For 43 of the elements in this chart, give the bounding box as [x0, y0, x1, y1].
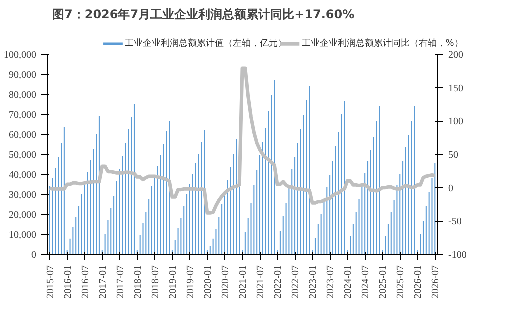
x-tick-label: 2023-01 [308, 265, 320, 299]
x-tick-label: 2026-07 [430, 265, 442, 299]
x-tick-label: 2019-01 [168, 265, 179, 299]
x-tick-label: 2020-01 [202, 265, 214, 299]
x-tick-label: 2022-01 [273, 265, 284, 299]
y-tick-label: 90,000 [9, 70, 36, 81]
y-tick-label: 80,000 [9, 90, 36, 101]
x-tick-label: 2026-01 [413, 265, 424, 299]
x-tick-label: 2015-07 [45, 265, 56, 299]
y-tick-label: 100,000 [4, 50, 36, 61]
x-tick-label: 2016-07 [80, 265, 92, 299]
x-tick-label: 2022-07 [290, 265, 302, 299]
x-tick-label: 2017-07 [115, 265, 126, 299]
legend-label: 工业企业利润总额累计同比（右轴，%） [302, 38, 464, 50]
x-tick-label: 2018-01 [132, 265, 144, 299]
y-tick-label: 0 [32, 250, 36, 261]
y-tick-label: 70,000 [9, 110, 36, 121]
x-tick-label: 2024-07 [360, 265, 372, 299]
y2-tick-label: 200 [448, 50, 464, 61]
x-tick-label: 2019-07 [185, 265, 196, 299]
chart-title: 图7：2026年7月工业企业利润总额累计同比+17.60% [52, 8, 355, 22]
x-tick-label: 2025-01 [378, 265, 390, 299]
x-tick-label: 2020-07 [220, 265, 232, 299]
y-tick-label: 20,000 [9, 210, 36, 221]
x-tick-label: 2021-07 [256, 265, 267, 299]
y-tick-label: 50,000 [9, 150, 36, 161]
y2-tick-label: 150 [448, 83, 464, 94]
x-tick-label: 2024-01 [343, 265, 354, 299]
y2-tick-label: 100 [448, 116, 464, 128]
x-tick-label: 2025-07 [396, 265, 407, 299]
y-tick-label: 10,000 [9, 230, 36, 241]
y-tick-label: 60,000 [9, 130, 36, 141]
y2-tick-label: -50 [448, 216, 462, 228]
x-tick-label: 2021-01 [238, 265, 249, 299]
x-tick-label: 2023-07 [326, 265, 337, 299]
x-tick-label: 2017-01 [98, 265, 109, 299]
y-tick-label: 30,000 [9, 190, 36, 201]
x-tick-label: 2016-01 [62, 265, 74, 299]
y2-tick-label: 50 [448, 150, 458, 161]
y-tick-label: 40,000 [9, 170, 36, 181]
x-tick-label: 2018-07 [150, 265, 162, 299]
y2-tick-label: 0 [448, 183, 454, 194]
y2-tick-label: -100 [448, 250, 467, 261]
